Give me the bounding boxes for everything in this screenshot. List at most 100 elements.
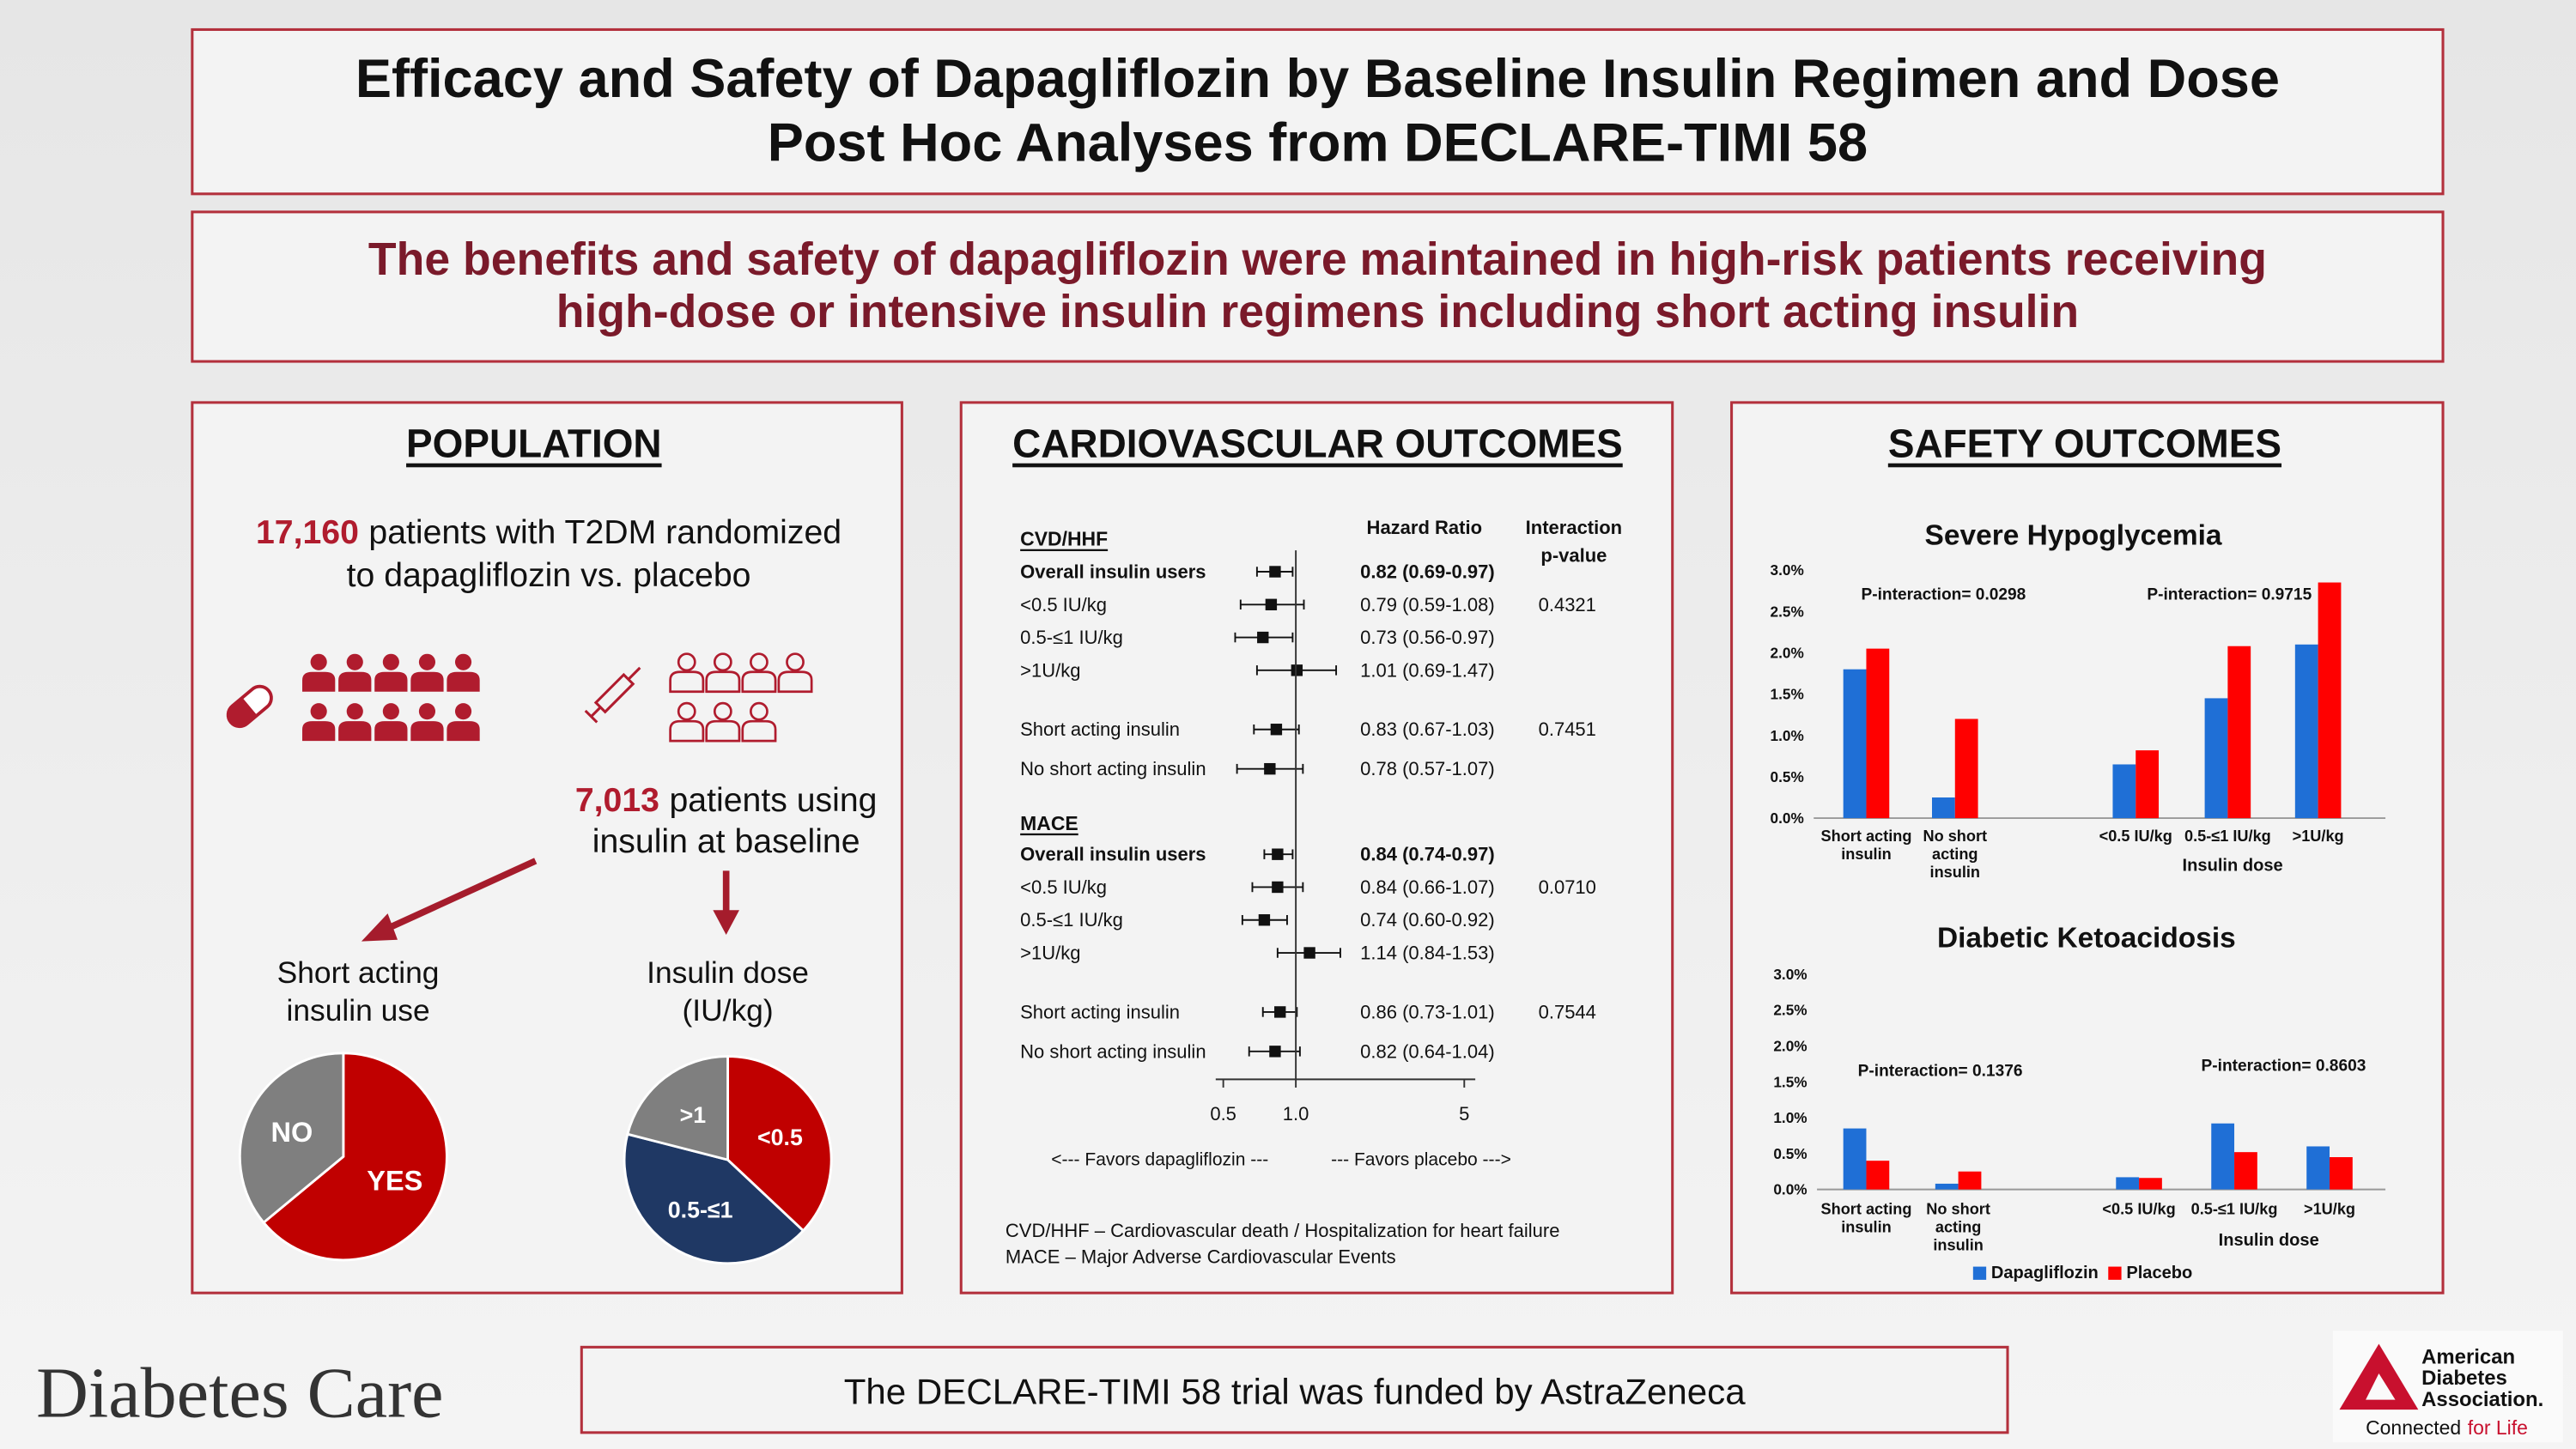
y-tick-label: 1.5% [1773, 1073, 1807, 1090]
y-tick-label: 2.5% [1773, 1002, 1807, 1019]
ada-logo-mark [2366, 1373, 2396, 1400]
bar [2330, 1157, 2353, 1190]
stat-text: to dapagliflozin vs. placebo [347, 556, 751, 594]
hazard-ratio-label: 0.79 (0.59-1.08) [1360, 594, 1495, 615]
cardiovascular-panel [959, 401, 1674, 1294]
legend-label: Placebo [2126, 1264, 2192, 1282]
person-head [454, 703, 472, 720]
text-line: >1U/kg [2293, 828, 2344, 845]
y-tick-label: 0.0% [1771, 809, 1804, 827]
hazard-ratio-label: 1.01 (0.69-1.47) [1360, 659, 1495, 681]
text-line: Short acting [1821, 828, 1912, 845]
person-body [741, 670, 777, 694]
bar [1958, 1171, 1982, 1190]
row-label: 0.5-≤1 IU/kg [1020, 627, 1123, 648]
text-line: <0.5 IU/kg [2102, 1201, 2175, 1218]
person-body [410, 721, 444, 742]
hazard-ratio-point [1258, 914, 1271, 926]
panel-heading: SAFETY OUTCOMES [1888, 421, 2281, 466]
hazard-ratio-label: 0.78 (0.57-1.07) [1360, 758, 1495, 779]
stat-number: 7,013 [575, 781, 659, 819]
person-body [302, 721, 336, 742]
bar [2204, 698, 2228, 819]
row-label: Overall insulin users [1020, 844, 1206, 865]
row-label: No short acting insulin [1020, 758, 1206, 779]
annotation: P-interaction= 0.1376 [1858, 1062, 2023, 1080]
hazard-ratio-point [1291, 664, 1303, 676]
text-line: acting [1935, 1219, 1981, 1236]
key-message: The benefits and safety of dapagliflozin… [368, 234, 2267, 285]
x-tick-label: >1U/kg [2293, 828, 2344, 845]
person-head [310, 703, 327, 720]
hazard-ratio-point [1264, 762, 1276, 775]
title-box [191, 27, 2445, 196]
bar [2136, 750, 2160, 819]
person-body [338, 671, 372, 692]
annotation: P-interaction= 0.8603 [2202, 1058, 2366, 1076]
person-body [338, 721, 372, 742]
legend-swatch [1972, 1266, 1987, 1280]
bar [2112, 764, 2136, 819]
text-line: No short [1923, 828, 1987, 845]
person-head [713, 701, 732, 721]
annotation: P-interaction= 0.0298 [1861, 585, 2026, 603]
group-label: MACE [1020, 812, 1078, 834]
x-tick-label: 0.5-≤1 IU/kg [2184, 828, 2271, 845]
person-head [677, 701, 696, 721]
text-line: <0.5 IU/kg [2099, 828, 2172, 845]
bar [1866, 1161, 1890, 1190]
hazard-ratio-label: 0.82 (0.64-1.04) [1360, 1040, 1495, 1062]
bar [2234, 1152, 2257, 1190]
y-tick-label: 2.0% [1771, 644, 1804, 661]
pie-label: >1 [680, 1102, 707, 1128]
syringe-needle [627, 666, 641, 681]
text-line: No short [1926, 1201, 1990, 1218]
hazard-ratio-point [1257, 631, 1269, 644]
x-tick-label: Short acting insulin [1821, 828, 1912, 863]
population-stat: 17,160 patients with T2DM randomized [256, 513, 841, 551]
hazard-ratio-label: 0.83 (0.67-1.03) [1360, 718, 1495, 740]
person-head [310, 653, 327, 670]
y-tick-label: 2.0% [1773, 1037, 1807, 1054]
arrow [383, 858, 538, 933]
y-tick-label: 0.5% [1771, 768, 1804, 785]
text-line: 0.5-≤1 IU/kg [2191, 1201, 2278, 1218]
person-body [374, 721, 408, 742]
footnote: MACE – Major Adverse Cardiovascular Even… [1005, 1246, 1396, 1268]
funding-box [580, 1345, 2009, 1434]
text-line: insulin [1841, 1219, 1892, 1236]
pie-slice [726, 1055, 833, 1233]
bar [2318, 582, 2342, 819]
pie-label: NO [271, 1117, 313, 1148]
population-stat: 7,013 patients using [575, 781, 878, 819]
person-head [346, 653, 363, 670]
chart-title: Diabetic Ketoacidosis [1937, 922, 2236, 954]
hazard-ratio-point [1303, 947, 1315, 959]
column-header: Hazard Ratio [1367, 517, 1482, 538]
person-head [713, 652, 732, 672]
person-body [302, 671, 336, 692]
p-value: 0.7451 [1539, 718, 1596, 740]
hazard-ratio-point [1272, 881, 1284, 894]
bar [1843, 1128, 1867, 1190]
bar [2306, 1146, 2330, 1190]
ada-tagline: Connected for Life [2366, 1416, 2528, 1439]
panel-heading: POPULATION [406, 421, 662, 466]
pie-slice [626, 1055, 730, 1162]
row-label: Overall insulin users [1020, 561, 1206, 583]
row-label: Short acting insulin [1020, 718, 1180, 740]
person-head [750, 701, 769, 721]
hazard-ratio-label: 0.82 (0.69-0.97) [1360, 561, 1495, 583]
hazard-ratio-label: 0.86 (0.73-1.01) [1360, 1001, 1495, 1022]
chart-title: Severe Hypoglycemia [1925, 519, 2222, 551]
person-body [705, 719, 741, 743]
person-head [418, 653, 436, 670]
y-tick-label: 0.0% [1773, 1181, 1807, 1198]
person-head [418, 703, 436, 720]
hazard-ratio-point [1269, 566, 1281, 578]
syringe-plunger [584, 709, 598, 724]
hazard-ratio-point [1269, 1046, 1281, 1058]
pie-title: insulin use [286, 993, 429, 1028]
p-value: 0.7544 [1539, 1001, 1596, 1022]
text-line: insulin [1930, 864, 1981, 881]
